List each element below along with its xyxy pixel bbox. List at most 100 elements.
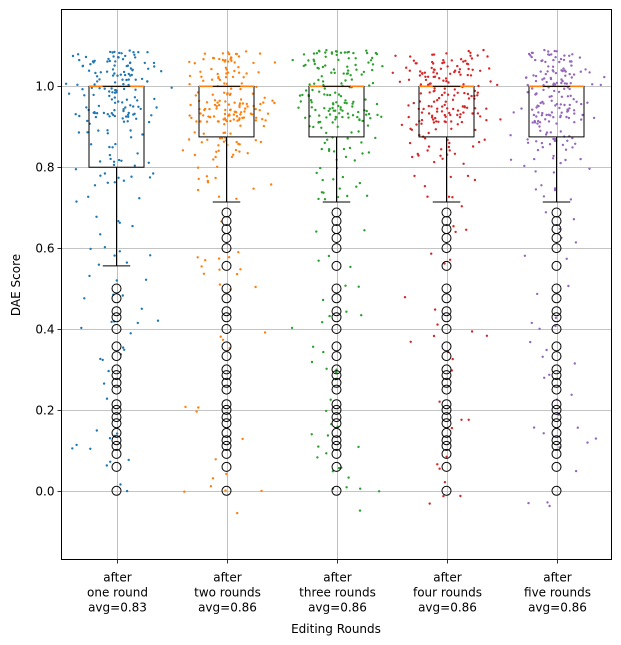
jitter-point [321,80,325,83]
x-axis-label: Editing Rounds [291,622,381,636]
jitter-point [456,113,459,117]
jitter-point [445,52,448,55]
jitter-point [335,101,338,104]
outlier-marker [331,306,342,317]
jitter-point [328,113,332,116]
jitter-point [310,106,313,109]
jitter-point [560,78,563,81]
jitter-point [442,495,445,498]
jitter-point [113,114,117,118]
jitter-point [109,157,112,161]
jitter-point [302,53,306,56]
jitter-point [223,123,226,126]
outlier-marker [331,243,342,254]
jitter-point [568,72,571,76]
jitter-point [526,91,529,94]
jitter-point [252,187,255,190]
outlier-marker [221,351,232,362]
jitter-point [580,102,583,106]
jitter-point [184,405,187,409]
jitter-point [423,71,427,74]
jitter-point [88,274,91,278]
jitter-point [242,116,246,119]
jitter-point [234,148,238,152]
jitter-point [189,103,192,107]
outlier-marker [441,384,452,395]
jitter-point [558,106,561,110]
jitter-point [543,77,546,80]
jitter-point [467,418,470,421]
jitter-point [246,105,249,108]
jitter-point [421,72,424,75]
jitter-point [543,376,546,379]
jitter-point [273,101,276,105]
jitter-point [156,319,160,322]
jitter-point [218,78,222,82]
jitter-point [153,97,156,101]
jitter-point [438,77,441,80]
outlier-marker [551,440,562,451]
jitter-scatter-layer [64,48,606,515]
jitter-point [459,494,462,498]
jitter-point [346,194,349,198]
jitter-point [202,132,205,135]
jitter-point [75,200,78,203]
jitter-point [580,118,583,121]
jitter-point [324,51,327,54]
jitter-point [538,327,541,330]
jitter-point [428,91,431,94]
jitter-point [106,181,110,184]
outlier-marker [331,233,342,243]
jitter-point [260,489,263,493]
jitter-point [304,116,307,120]
jitter-point [573,121,576,124]
outlier-marker [221,324,232,334]
jitter-point [152,61,156,65]
jitter-point [83,297,86,300]
jitter-point [361,152,364,155]
outlier-marker [331,418,342,429]
jitter-point [565,115,568,119]
jitter-point [89,247,92,251]
jitter-point [152,172,155,175]
jitter-point [135,117,138,121]
jitter-point [341,175,345,179]
jitter-point [324,55,327,58]
jitter-point [96,80,99,83]
jitter-point [573,362,576,365]
jitter-point [205,120,209,123]
jitter-point [237,55,241,58]
jitter-point [222,131,225,135]
jitter-point [352,100,355,104]
outlier-marker [221,399,232,410]
jitter-point [426,195,429,198]
jitter-point [212,115,216,118]
outlier-marker [551,293,562,304]
jitter-point [129,61,132,64]
jitter-point [449,175,452,179]
jitter-point [568,103,571,107]
jitter-point [420,111,424,114]
outlier-marker [111,440,122,451]
jitter-point [408,69,411,72]
outlier-marker [331,448,342,459]
jitter-point [470,330,474,333]
jitter-point [235,52,238,56]
jitter-point [599,83,602,87]
jitter-point [445,80,448,83]
outlier-marker [111,418,122,429]
jitter-point [228,114,231,117]
outlier-marker [221,412,232,423]
jitter-point [214,176,217,180]
jitter-point [568,107,571,110]
jitter-point [108,153,112,157]
jitter-point [431,53,434,56]
jitter-point [578,56,582,59]
jitter-point [149,254,152,257]
jitter-point [93,83,96,86]
jitter-point [273,61,277,64]
jitter-point [568,54,571,57]
jitter-point [553,187,557,190]
jitter-point [466,73,469,77]
jitter-point [74,168,78,171]
